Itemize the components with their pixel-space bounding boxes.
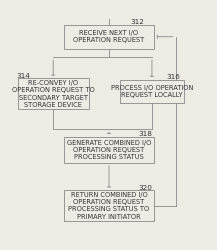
Text: RECEIVE NEXT I/O
OPERATION REQUEST: RECEIVE NEXT I/O OPERATION REQUEST — [73, 30, 145, 43]
FancyBboxPatch shape — [64, 190, 154, 221]
Text: 318: 318 — [138, 132, 152, 138]
Text: PROCESS I/O OPERATION
REQUEST LOCALLY: PROCESS I/O OPERATION REQUEST LOCALLY — [111, 85, 193, 98]
Text: RE-CONVEY I/O
OPERATION REQUEST TO
SECONDARY TARGET
STORAGE DEVICE: RE-CONVEY I/O OPERATION REQUEST TO SECON… — [12, 80, 95, 108]
Text: RETURN COMBINED I/O
OPERATION REQUEST
PROCESSING STATUS TO
PRIMARY INITIATOR: RETURN COMBINED I/O OPERATION REQUEST PR… — [68, 192, 150, 220]
Text: 314: 314 — [16, 73, 30, 79]
FancyBboxPatch shape — [64, 25, 154, 48]
Text: 320: 320 — [138, 185, 152, 191]
Text: 312: 312 — [130, 19, 144, 25]
FancyBboxPatch shape — [120, 80, 184, 103]
FancyBboxPatch shape — [18, 78, 89, 110]
FancyBboxPatch shape — [64, 137, 154, 163]
Text: GENERATE COMBINED I/O
OPERATION REQUEST
PROCESSING STATUS: GENERATE COMBINED I/O OPERATION REQUEST … — [67, 140, 151, 160]
Text: 316: 316 — [166, 74, 180, 80]
